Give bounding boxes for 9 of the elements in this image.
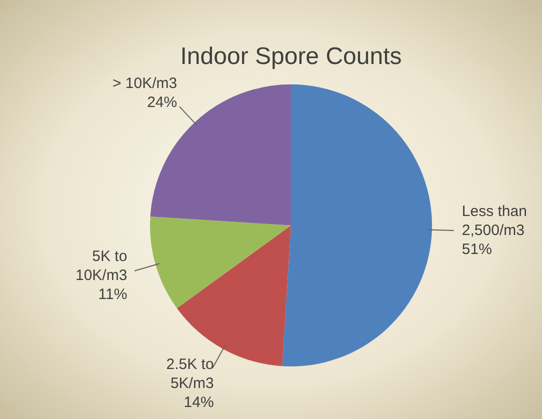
- data-label: 14%: [184, 394, 214, 412]
- data-label: 11%: [98, 286, 128, 304]
- slice-label: 2.5K to 5K/m3: [166, 356, 214, 392]
- slice-label: Less than 2,500/m3: [462, 203, 527, 240]
- data-label: 51%: [462, 241, 492, 258]
- data-label: 24%: [147, 94, 178, 112]
- slice-label: 5K to 10K/m3: [75, 248, 128, 284]
- chart-title: Indoor Spore Counts: [180, 43, 402, 70]
- slice-label: > 10K/m3: [112, 75, 178, 92]
